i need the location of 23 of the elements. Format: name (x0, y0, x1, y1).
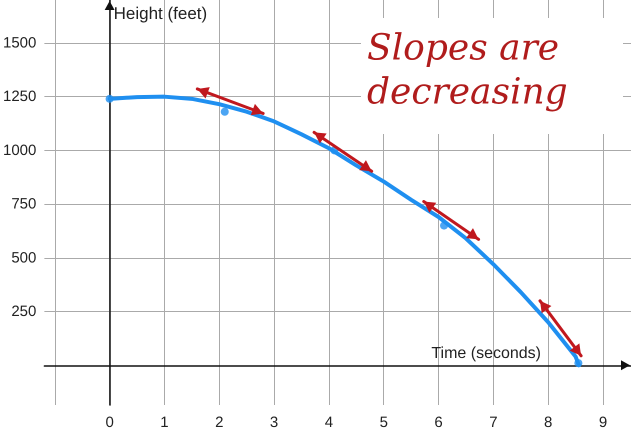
x-tick-label: 3 (270, 414, 278, 430)
x-tick-label: 7 (489, 414, 498, 430)
point (440, 222, 448, 230)
y-tick-label: 500 (11, 249, 36, 266)
x-tick-label: 8 (544, 414, 552, 430)
x-tick-label: 5 (380, 414, 388, 430)
x-tick-label: 6 (434, 414, 443, 430)
y-tick-label: 1500 (2, 34, 36, 52)
y-axis-title: Height (feet) (114, 4, 208, 23)
x-tick-label: 2 (215, 414, 224, 430)
x-tick-label: 1 (160, 414, 169, 430)
x-tick-label: 0 (105, 414, 114, 430)
x-axis-title: Time (seconds) (431, 344, 541, 362)
point (574, 359, 582, 368)
annotation: Slopes are decreasing (367, 28, 571, 112)
point (106, 94, 114, 103)
x-tick-label: 9 (598, 414, 608, 430)
y-tick-label: 1000 (2, 142, 36, 159)
y-tick-label: 250 (11, 303, 36, 320)
y-tick-label: 750 (11, 196, 36, 213)
x-tick-label: 4 (324, 414, 334, 430)
point (220, 108, 229, 116)
y-tick-label: 1250 (2, 88, 36, 106)
